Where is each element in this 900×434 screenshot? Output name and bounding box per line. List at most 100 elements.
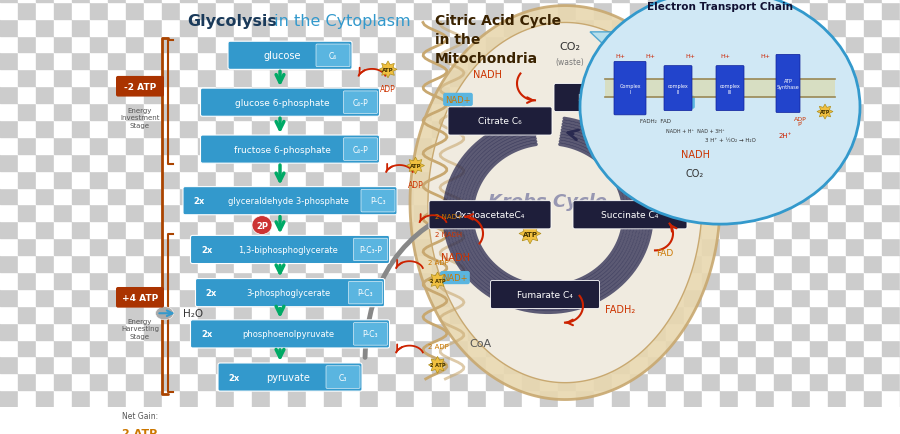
Bar [36,104,54,121]
Text: C₆-P: C₆-P [353,145,368,154]
Bar [72,70,90,87]
Bar [342,104,360,121]
Bar [144,0,162,3]
Bar [198,171,216,188]
Bar [522,188,540,205]
Bar [648,0,666,3]
Bar [522,3,540,20]
Bar [180,205,198,222]
Text: Complex
I: Complex I [619,83,641,94]
Bar [450,390,468,407]
Bar [342,121,360,138]
Bar [594,188,612,205]
Bar [486,3,504,20]
Bar [702,256,720,273]
Bar [558,36,576,53]
Bar [162,323,180,340]
Bar [468,121,486,138]
Bar [522,53,540,70]
Bar [360,256,378,273]
Bar [630,20,648,36]
Bar [360,273,378,289]
Bar [0,323,18,340]
Bar [828,87,846,104]
Bar [144,256,162,273]
Bar [558,390,576,407]
Bar [792,289,810,306]
Bar [0,256,18,273]
Bar [774,121,792,138]
Bar [360,20,378,36]
Bar [882,205,900,222]
Polygon shape [379,62,397,79]
Text: CoA: CoA [469,339,491,349]
Bar [612,36,630,53]
Bar [846,373,864,390]
Bar [450,188,468,205]
Bar [810,53,828,70]
Bar [432,171,450,188]
Bar [774,239,792,256]
Text: Mitochondria: Mitochondria [435,52,538,66]
Bar [0,171,18,188]
Bar [216,188,234,205]
Bar [810,0,828,3]
Bar [468,155,486,171]
Bar [126,70,144,87]
Bar [594,289,612,306]
Bar [72,36,90,53]
Bar [0,239,18,256]
Bar [288,273,306,289]
Bar [486,239,504,256]
Bar [666,256,684,273]
Bar [378,104,396,121]
Bar [0,138,18,155]
Bar [414,373,432,390]
Bar [504,3,522,20]
Bar [18,0,36,3]
Bar [648,104,666,121]
Bar [450,323,468,340]
Bar [684,289,702,306]
Bar [468,70,486,87]
Bar [684,357,702,373]
Bar [558,121,576,138]
Bar [162,36,180,53]
Bar [846,323,864,340]
Bar [432,222,450,239]
Bar [378,87,396,104]
Bar [612,188,630,205]
Text: 2 ATP: 2 ATP [430,278,446,283]
Bar [558,340,576,357]
Bar [738,171,756,188]
Bar [144,357,162,373]
Bar [216,155,234,171]
Bar [72,3,90,20]
Bar [36,36,54,53]
Bar [198,20,216,36]
Bar [414,323,432,340]
Bar [90,104,108,121]
Bar [72,323,90,340]
Bar [828,138,846,155]
Bar [486,256,504,273]
Bar [180,53,198,70]
Bar [522,289,540,306]
Bar [414,3,432,20]
Bar [378,70,396,87]
Bar [18,87,36,104]
Bar [126,373,144,390]
Bar [324,289,342,306]
Bar [234,155,252,171]
Bar [270,155,288,171]
Bar [342,171,360,188]
Bar [666,121,684,138]
Bar [360,239,378,256]
Bar [72,256,90,273]
Bar [108,256,126,273]
Bar [666,373,684,390]
Bar [342,373,360,390]
Bar [162,373,180,390]
Bar [0,121,18,138]
Bar [774,340,792,357]
